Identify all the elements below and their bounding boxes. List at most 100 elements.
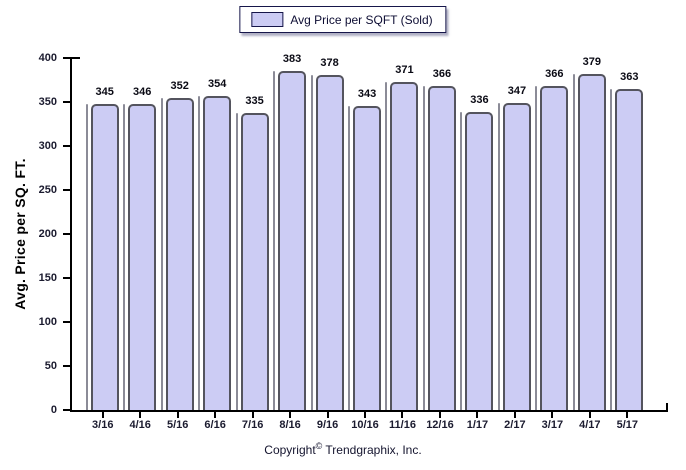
- bar-value-label: 371: [395, 64, 414, 76]
- bar-slot: 335: [235, 58, 273, 410]
- y-tick-label: 50: [44, 360, 57, 372]
- bar-slot: 379: [572, 56, 610, 410]
- bar: [385, 82, 419, 410]
- x-tick-label: 4/17: [579, 419, 601, 431]
- bar-value-label: 352: [170, 80, 189, 92]
- x-axis-slot: 2/17: [496, 412, 533, 438]
- x-axis-slot: 3/16: [84, 412, 121, 438]
- x-axis-slot: 11/16: [384, 412, 421, 438]
- bar-value-label: 346: [133, 86, 152, 98]
- bar-slot: 383: [273, 53, 310, 410]
- x-axis-slot: 3/17: [534, 412, 571, 438]
- x-axis-slot: 5/17: [609, 412, 646, 438]
- bars-container: 345 346 352 354 335 383 378 343 371 366 336 347 366 3…: [72, 53, 668, 410]
- bar-value-label: 378: [320, 57, 339, 69]
- bar: [610, 89, 644, 410]
- x-axis-slot: 8/16: [271, 412, 308, 438]
- x-tick-mark: [364, 412, 367, 418]
- bar-value-label: 336: [470, 94, 489, 106]
- bar: [198, 96, 232, 410]
- x-tick-mark: [176, 412, 179, 418]
- bar: [273, 71, 307, 410]
- x-tick-label: 5/17: [616, 419, 639, 431]
- x-tick-label: 10/16: [351, 419, 379, 431]
- x-tick-mark: [626, 412, 629, 418]
- y-tick-label: 0: [50, 404, 57, 416]
- bar-slot: 378: [310, 57, 348, 410]
- bar: [572, 74, 606, 410]
- x-tick-label: 1/17: [466, 419, 489, 431]
- bar-value-label: 363: [620, 71, 639, 83]
- x-tick-mark: [289, 412, 292, 418]
- bar-value-label: 347: [507, 85, 527, 97]
- legend-label: Avg Price per SQFT (Sold): [290, 12, 433, 27]
- y-tick-mark: [63, 321, 71, 323]
- legend-swatch: [251, 12, 284, 27]
- x-tick-mark: [214, 412, 217, 418]
- bar-slot: 352: [160, 58, 198, 410]
- bar-value-label: 379: [582, 56, 602, 68]
- x-axis-slot: 4/16: [121, 412, 158, 438]
- bar-slot: 371: [385, 58, 423, 410]
- bar-value-label: 343: [357, 88, 377, 100]
- x-axis-slot: 5/16: [159, 412, 196, 438]
- x-tick-mark: [251, 412, 254, 418]
- plot-area: 345 346 352 354 335 383 378 343 371 366 336 347 366 3…: [64, 53, 668, 412]
- x-tick-mark: [139, 412, 142, 418]
- y-tick-mark: [63, 189, 71, 191]
- y-tick-mark: [63, 145, 71, 147]
- bar-slot: 366: [422, 58, 460, 410]
- bar-value-label: 366: [432, 68, 452, 80]
- bar-value-label: 354: [207, 78, 227, 90]
- x-tick-mark: [551, 412, 554, 418]
- y-tick-label: 150: [38, 272, 57, 284]
- y-tick-label: 400: [38, 52, 57, 64]
- y-tick-mark: [63, 277, 71, 279]
- bar: [160, 98, 194, 410]
- x-tick-mark: [401, 412, 404, 418]
- bar-value-label: 366: [545, 68, 564, 80]
- x-tick-label: 5/16: [166, 419, 189, 431]
- x-axis-slot: 9/16: [309, 412, 346, 438]
- x-tick-label: 12/16: [426, 419, 454, 431]
- bar: [422, 86, 456, 410]
- x-tick-label: 6/16: [204, 419, 226, 431]
- x-tick-label: 9/16: [316, 419, 339, 431]
- y-tick-label: 100: [38, 316, 57, 328]
- x-tick-label: 2/17: [504, 419, 526, 431]
- bar-slot: 336: [460, 58, 498, 410]
- bar: [85, 104, 119, 410]
- copyright-prefix: Copyright: [264, 443, 316, 457]
- y-tick-label: 300: [38, 140, 57, 152]
- bar: [235, 113, 269, 410]
- x-tick-label: 8/16: [279, 419, 301, 431]
- y-tick-mark: [63, 409, 71, 411]
- x-tick-mark: [438, 412, 441, 418]
- bar: [123, 104, 157, 410]
- bar-slot: 345: [85, 58, 123, 410]
- bar-value-label: 383: [282, 53, 302, 65]
- bar-value-label: 335: [245, 95, 264, 107]
- y-tick-mark: [63, 365, 71, 367]
- bar-slot: 363: [610, 58, 648, 410]
- x-axis: 3/16 4/16 5/16 6/16 7/16 8/16 9/16 10/16 11/16 12…: [70, 412, 666, 438]
- x-axis-slot: 10/16: [346, 412, 383, 438]
- x-tick-label: 7/16: [241, 419, 264, 431]
- y-tick-label: 250: [38, 184, 57, 196]
- bar: [497, 103, 531, 410]
- bar-slot: 354: [198, 58, 235, 410]
- copyright-company: Trendgraphix, Inc.: [325, 443, 422, 457]
- x-axis-slot: 7/16: [234, 412, 271, 438]
- x-tick-mark: [326, 412, 329, 418]
- bar-slot: 343: [348, 58, 385, 410]
- y-tick-mark: [63, 233, 71, 235]
- x-tick-mark: [101, 412, 104, 418]
- x-axis-slot: 4/17: [571, 412, 608, 438]
- copyright-symbol: ©: [315, 441, 323, 451]
- x-tick-mark: [588, 412, 591, 418]
- bar: [310, 75, 344, 410]
- x-axis-slot: 12/16: [421, 412, 458, 438]
- bar: [348, 106, 382, 410]
- x-tick-mark: [513, 412, 516, 418]
